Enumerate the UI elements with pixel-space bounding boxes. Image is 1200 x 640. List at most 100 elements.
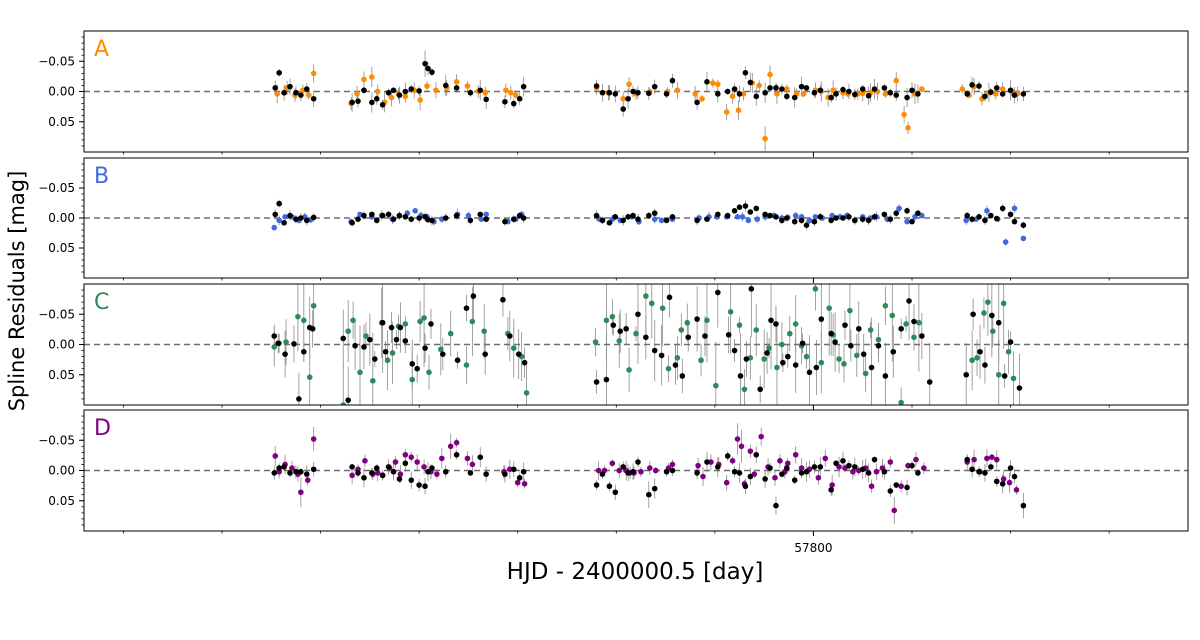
data-point-colored [692, 91, 698, 97]
data-point-black [1011, 218, 1018, 225]
data-point-black [669, 467, 676, 474]
data-point-colored [723, 479, 730, 486]
data-point-black [623, 325, 629, 332]
data-point-black [1007, 339, 1014, 345]
data-point-colored [282, 214, 288, 220]
data-point-colored [603, 317, 610, 324]
data-point-colored [766, 345, 772, 351]
data-point-black [429, 69, 435, 75]
data-point-black [385, 89, 392, 96]
data-point-colored [959, 86, 966, 92]
data-point-black [906, 298, 912, 304]
y-tick-label: 0.05 [48, 368, 75, 382]
data-point-colored [274, 91, 281, 97]
data-point-colored [916, 319, 922, 326]
data-point-black [349, 99, 355, 106]
data-point-black [367, 336, 373, 343]
data-point-black [396, 476, 403, 482]
data-point-colored [609, 460, 616, 467]
data-point-colored [800, 91, 807, 97]
data-point-black [612, 489, 619, 496]
data-point-colored [841, 361, 847, 367]
data-point-black [408, 216, 415, 222]
data-point-black [988, 464, 994, 470]
data-point-black [635, 459, 641, 465]
data-point-black [651, 83, 658, 90]
data-point-black [964, 212, 970, 219]
data-point-black [791, 477, 798, 483]
data-point-colored [695, 462, 701, 469]
data-point-black [663, 217, 670, 224]
data-point-black [694, 217, 700, 224]
data-point-black [276, 69, 282, 76]
data-point-black [379, 472, 386, 479]
data-point-colored [774, 364, 780, 371]
data-point-colored [412, 208, 419, 214]
data-point-colored [361, 76, 367, 83]
data-point-colored [995, 371, 1002, 378]
data-point-black [1011, 92, 1018, 98]
data-point-colored [638, 468, 644, 475]
data-point-colored [592, 339, 599, 345]
data-point-black [593, 83, 600, 89]
data-point-black [806, 369, 813, 376]
data-point-black [762, 211, 768, 218]
data-point-black [791, 218, 798, 225]
data-point-colored [700, 473, 706, 480]
data-point-black [833, 215, 839, 221]
data-point-black [887, 89, 894, 96]
data-point-black [516, 95, 523, 102]
data-point-colored [911, 334, 917, 341]
data-point-black [390, 87, 397, 94]
data-point-colored [710, 80, 716, 86]
data-point-colored [985, 299, 991, 305]
data-point-black [349, 464, 355, 470]
data-point-colored [374, 88, 381, 95]
data-point-colored [424, 83, 430, 89]
data-point-black [340, 335, 347, 342]
data-point-black [440, 351, 446, 357]
panel-label: A [94, 37, 109, 62]
panel-d: −0.05 0.00 0.05 D [38, 409, 1189, 536]
data-point-black [669, 214, 676, 220]
data-point-black [773, 214, 779, 220]
data-point-black [909, 87, 915, 94]
data-point-colored [903, 321, 909, 327]
data-point-black [663, 468, 670, 475]
data-point-colored [738, 443, 745, 450]
data-point-black [521, 359, 528, 366]
data-point-black [385, 464, 392, 470]
data-point-colored [389, 350, 396, 356]
data-point-black [369, 99, 375, 106]
data-point-black [828, 94, 834, 101]
data-point-black [520, 468, 527, 475]
data-point-colored [784, 86, 790, 92]
data-point-black [291, 341, 297, 347]
data-point-black [840, 215, 846, 221]
data-point-black [502, 471, 508, 477]
data-point-colored [417, 318, 423, 325]
data-point-black [349, 220, 355, 226]
data-point-black [379, 319, 386, 326]
data-point-colored [402, 321, 409, 327]
data-point-colored [999, 86, 1006, 92]
y-tick-label: 0.00 [48, 464, 75, 478]
data-point-black [1011, 473, 1018, 480]
data-point-colored [889, 312, 896, 319]
data-point-black [390, 216, 397, 222]
data-point-colored [609, 313, 616, 320]
data-point-black [779, 86, 785, 92]
data-point-colored [735, 107, 742, 114]
data-point-black [704, 79, 710, 85]
data-point-black [704, 459, 710, 465]
data-point-black [416, 88, 422, 94]
data-point-black [454, 357, 461, 364]
plot-area [84, 50, 1188, 152]
data-point-black [425, 468, 431, 475]
data-point-black [371, 356, 378, 362]
data-point-black [982, 362, 988, 368]
data-point-colored [868, 483, 875, 490]
data-point-black [904, 484, 910, 491]
data-point-colored [469, 318, 476, 325]
data-point-colored [298, 489, 304, 496]
